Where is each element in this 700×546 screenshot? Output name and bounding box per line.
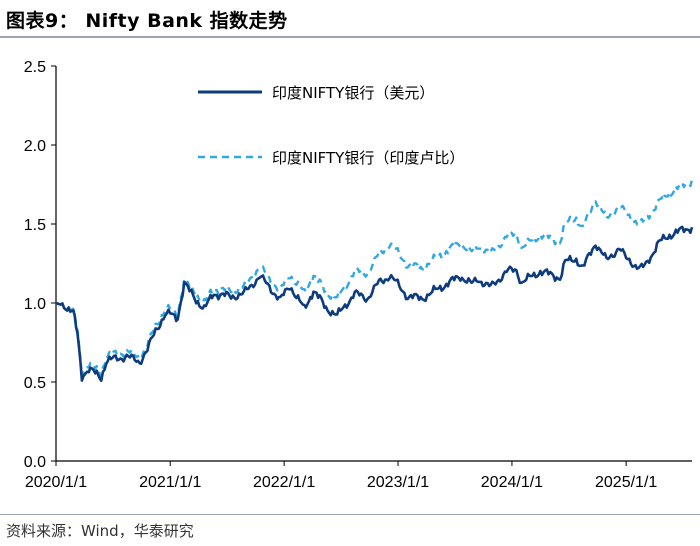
series-line-inr [55,179,694,379]
y-axis: 0.0 0.5 1.0 1.5 2.0 2.5 [24,59,57,471]
x-tick-label: 2023/1/1 [367,474,429,491]
series-layer [55,179,694,382]
x-tick-label: 2021/1/1 [139,474,201,491]
y-tick-label: 0.5 [24,375,46,392]
x-tick-label: 2020/1/1 [25,474,87,491]
y-tick-label: 0.0 [24,454,46,471]
source-note: 资料来源：Wind，华泰研究 [6,522,194,540]
y-tick-label: 1.5 [24,217,46,234]
y-tick-label: 2.0 [24,138,46,155]
title-divider [0,36,700,38]
page-title: 图表9： Nifty Bank 指数走势 [6,10,288,32]
y-tick-label: 2.5 [24,59,46,76]
x-axis: 2020/1/1 2021/1/1 2022/1/1 2023/1/1 2024/1/1… [25,460,692,491]
legend-label: 印度NIFTY银行（美元） [272,84,434,102]
legend-label: 印度NIFTY银行（印度卢比） [272,149,464,167]
legend: 印度NIFTY银行（美元） 印度NIFTY银行（印度卢比） [198,84,464,167]
y-tick-label: 1.0 [24,296,46,313]
x-tick-label: 2022/1/1 [253,474,315,491]
line-chart: 0.0 0.5 1.0 1.5 2.0 2.5 2020/1/1 2021/1/1 2022/… [24,59,694,491]
x-tick-label: 2025/1/1 [595,474,657,491]
series-line-usd [55,225,694,382]
x-tick-label: 2024/1/1 [481,474,543,491]
source-divider [0,514,700,515]
